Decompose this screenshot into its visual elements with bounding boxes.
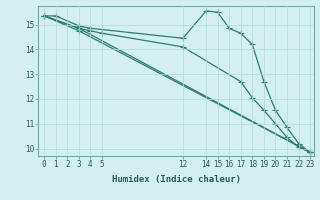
X-axis label: Humidex (Indice chaleur): Humidex (Indice chaleur) xyxy=(111,175,241,184)
